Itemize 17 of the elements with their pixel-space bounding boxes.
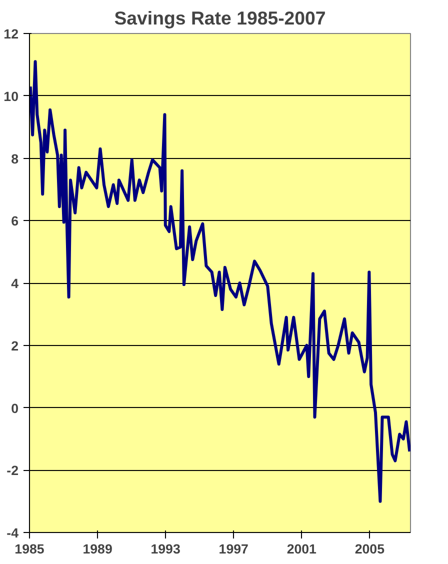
y-tick-label: 0 — [11, 400, 19, 416]
x-tick-label: 1993 — [150, 542, 180, 556]
x-tick-label: 1985 — [14, 542, 45, 556]
x-tick-label: 2005 — [354, 542, 386, 556]
y-tick-label: -2 — [6, 463, 19, 478]
y-tick-label: 4 — [11, 276, 20, 291]
chart-title: Savings Rate 1985-2007 — [114, 8, 326, 28]
x-tick-label: 1997 — [218, 542, 248, 556]
y-tick-label: 2 — [11, 338, 19, 354]
x-tick-label: 2001 — [286, 542, 318, 556]
y-tick-label: 8 — [11, 151, 19, 166]
line-series — [30, 60, 410, 503]
y-tick-label: -4 — [6, 526, 20, 540]
y-tick-label: 12 — [4, 26, 19, 42]
y-tick-label: 10 — [4, 88, 19, 104]
y-tick-label: 6 — [11, 214, 19, 229]
x-tick-label: 1989 — [82, 542, 112, 556]
